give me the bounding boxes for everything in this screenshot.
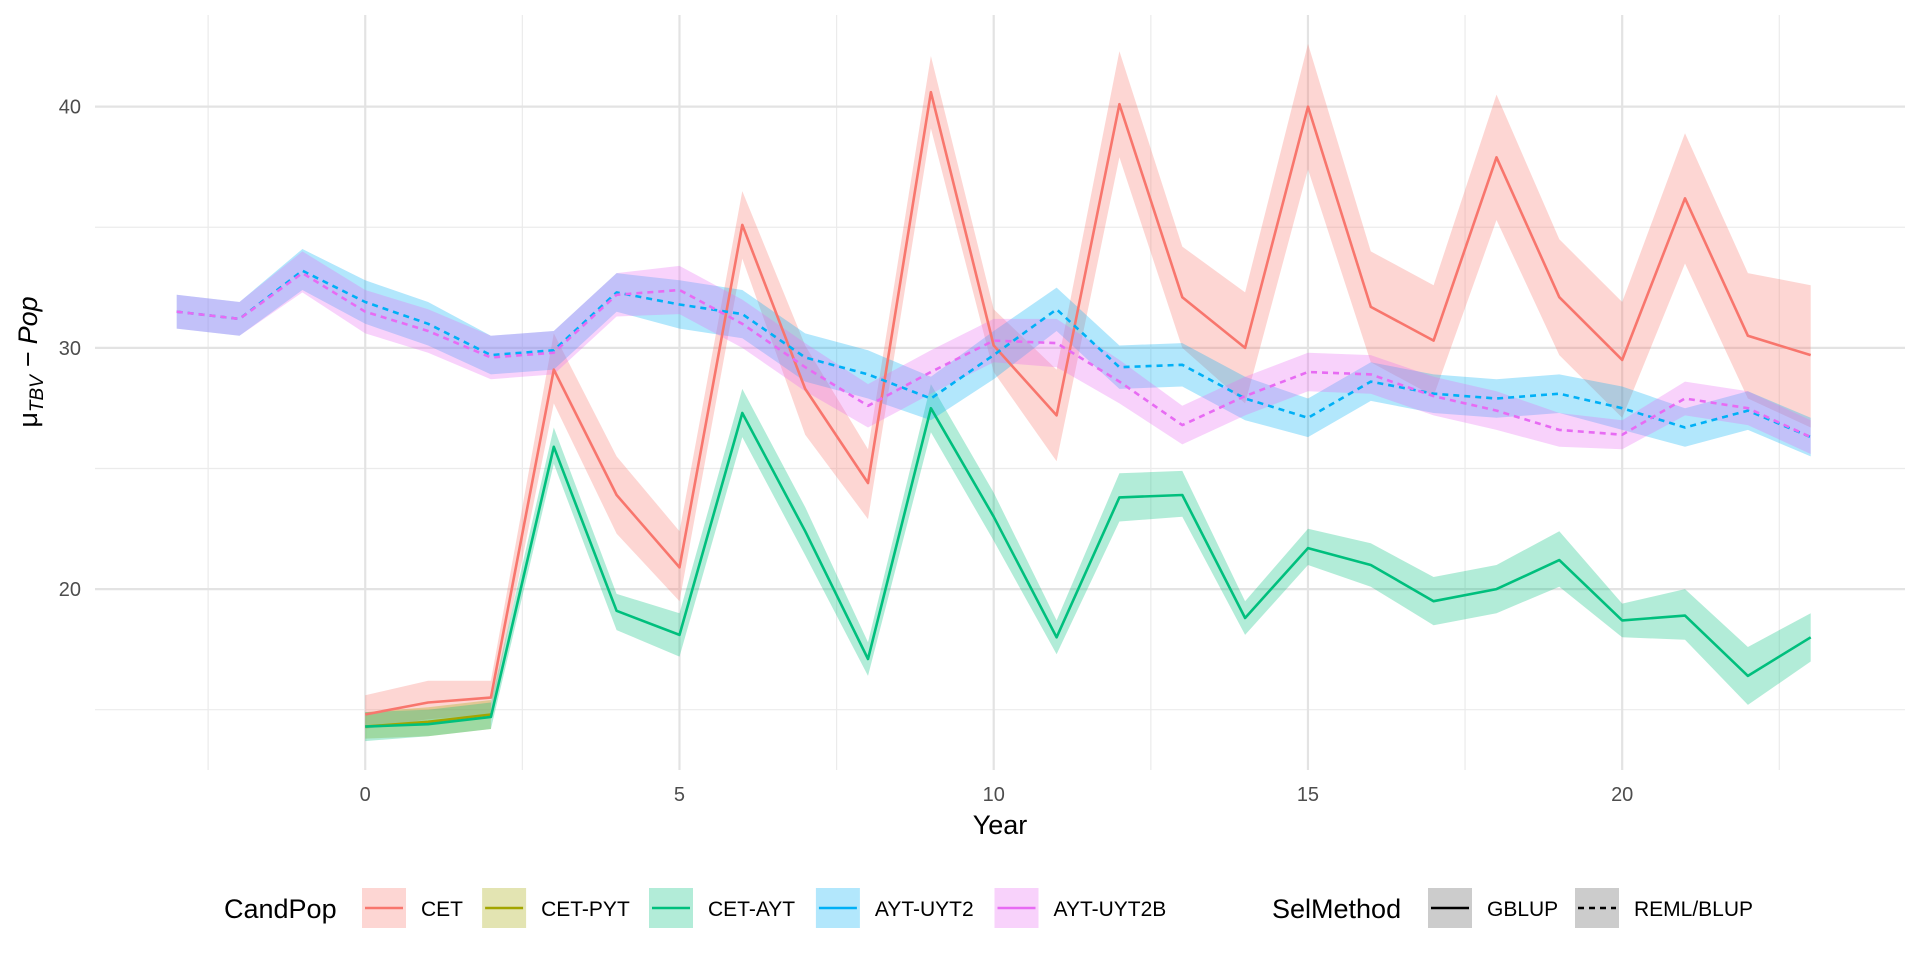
legend-label: CET-PYT [541,898,630,921]
x-tick-label: 20 [1611,784,1633,806]
legend-title-selmethod: SelMethod [1272,894,1401,924]
legend-label: GBLUP [1487,898,1558,921]
legend-candpop-items: CET CET-PYT CET-AYT AYT-UYT2 AYT-UYT2B [362,888,1166,928]
legend-label: AYT-UYT2 [875,898,974,921]
grid-major [95,15,1905,770]
legend-key-cet: CET [362,888,463,928]
series-line-ayt-uyt2b [176,271,1812,439]
legend-key-ayt-uyt2: AYT-UYT2 [815,888,974,928]
x-tick-label: 0 [360,784,371,806]
x-tick-label: 5 [674,784,685,806]
legend-key-cet-pyt: CET-PYT [482,888,630,928]
x-tick-label: 15 [1297,784,1319,806]
legend-key-ayt-uyt2b: AYT-UYT2B [994,888,1167,928]
y-axis-ticks: 20 30 40 [59,97,81,601]
x-tick-label: 10 [983,784,1005,806]
ci-band-cet-ayt [365,384,1811,742]
ci-band-ayt-uyt2b [176,251,1811,454]
series-line-cet-ayt [365,406,1812,728]
series-lines [176,90,1812,728]
legend-label: AYT-UYT2B [1054,898,1167,921]
legend-title-candpop: CandPop [224,894,337,924]
legend-label: CET-AYT [708,898,795,921]
x-axis-title: Year [973,810,1028,840]
legend-key-gblup: GBLUP [1428,888,1558,928]
series-line-ayt-uyt2 [176,269,1812,439]
ci-bands [176,43,1811,742]
legend: CandPop CET CET-PYT CET-AYT AYT-UYT2 AYT-UYT… [224,888,1753,928]
ci-band-ayt-uyt2 [176,249,1811,457]
ci-band-cet-pyt [365,700,491,739]
legend-selmethod-items: GBLUP REML/BLUP [1428,888,1753,928]
y-axis-title: μTBV − Pop [13,296,48,427]
legend-key-cet-ayt: CET-AYT [649,888,795,928]
y-tick-label: 20 [59,579,81,601]
legend-key-reml-blup: REML/BLUP [1575,888,1753,928]
legend-label: REML/BLUP [1634,898,1753,921]
x-axis-ticks: 0 5 10 15 20 [360,784,1634,806]
y-tick-label: 40 [59,97,81,119]
y-tick-label: 30 [59,338,81,360]
series-line-cet [364,90,1812,716]
legend-label: CET [421,898,463,921]
